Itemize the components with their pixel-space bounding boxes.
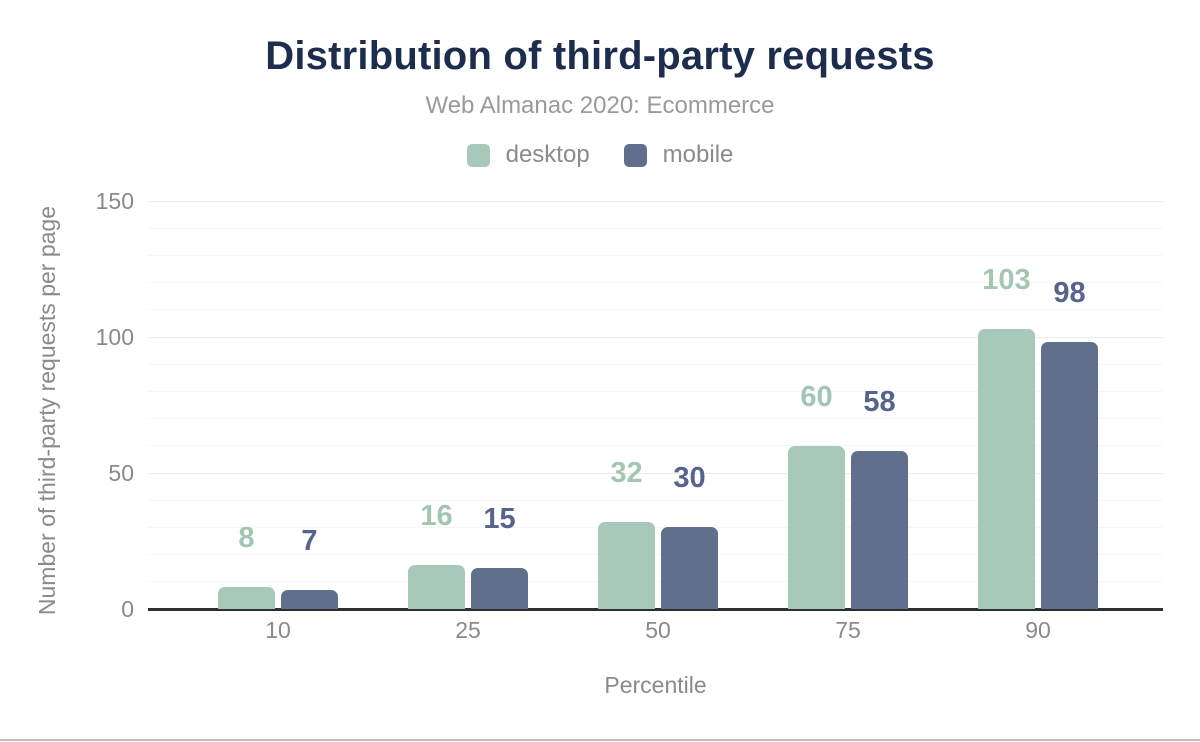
y-tick-label-50: 50 [108, 460, 134, 486]
bar-mobile-p25 [471, 568, 528, 609]
legend-label-mobile: mobile [662, 141, 734, 168]
gridline-y10 [148, 581, 1163, 583]
bar-mobile-p90 [1041, 342, 1098, 609]
bar-mobile-p75 [851, 451, 908, 609]
gridline-y130 [148, 254, 1163, 256]
value-label-desktop-p10: 8 [238, 522, 255, 555]
gridline-y150 [148, 200, 1163, 202]
value-label-desktop-p50: 32 [610, 456, 643, 489]
y-tick-label-150: 150 [95, 188, 134, 214]
legend-item-mobile: mobile [623, 141, 734, 169]
value-label-desktop-p25: 16 [420, 500, 453, 533]
value-label-desktop-p75: 60 [800, 380, 833, 413]
value-label-mobile-p90: 98 [1053, 277, 1086, 310]
bar-desktop-p90 [978, 328, 1035, 609]
gridline-y120 [148, 282, 1163, 284]
chart-subtitle: Web Almanac 2020: Ecommerce [425, 92, 775, 119]
bar-desktop-p10 [218, 587, 275, 609]
chart-title: Distribution of third-party requests [265, 34, 935, 78]
bar-desktop-p75 [788, 445, 845, 609]
y-tick-label-100: 100 [95, 324, 134, 350]
x-tick-label-75: 75 [835, 617, 861, 643]
gridline-y20 [148, 554, 1163, 556]
value-label-mobile-p10: 7 [301, 524, 318, 557]
gridline-y100 [148, 336, 1163, 338]
legend-item-desktop: desktop [466, 141, 590, 169]
gridline-y80 [148, 390, 1163, 392]
y-axis-title: Number of third-party requests per page [34, 206, 60, 616]
gridline-y90 [148, 363, 1163, 365]
legend: desktop mobile [0, 141, 1200, 169]
x-axis-title: Percentile [604, 672, 707, 698]
gridline-y50 [148, 472, 1163, 474]
gridline-y110 [148, 309, 1163, 311]
value-label-mobile-p75: 58 [863, 386, 896, 419]
bar-desktop-p50 [598, 521, 655, 609]
x-tick-label-10: 10 [265, 617, 291, 643]
gridline-y140 [148, 227, 1163, 229]
bar-desktop-p25 [408, 565, 465, 609]
desktop-swatch-icon [466, 143, 490, 167]
value-label-mobile-p25: 15 [483, 503, 516, 536]
value-label-desktop-p90: 103 [982, 263, 1031, 296]
gridline-y60 [148, 445, 1163, 447]
gridline-y70 [148, 418, 1163, 420]
bar-mobile-p50 [661, 527, 718, 609]
bar-mobile-p10 [281, 589, 338, 609]
x-tick-label-25: 25 [455, 617, 481, 643]
legend-label-desktop: desktop [505, 141, 590, 168]
x-tick-label-50: 50 [645, 617, 671, 643]
x-axis-line [148, 608, 1163, 611]
mobile-swatch-icon [623, 143, 647, 167]
figure-bottom-border [0, 739, 1200, 741]
x-tick-label-90: 90 [1025, 617, 1051, 643]
gridline-y30 [148, 526, 1163, 528]
value-label-mobile-p50: 30 [673, 462, 706, 495]
y-tick-label-0: 0 [121, 596, 134, 622]
plot-area: 0 50 100 150 10 8 7 25 16 15 50 32 30 75 60 58 90 103 98 [96, 188, 1163, 643]
gridline-y40 [148, 499, 1163, 501]
